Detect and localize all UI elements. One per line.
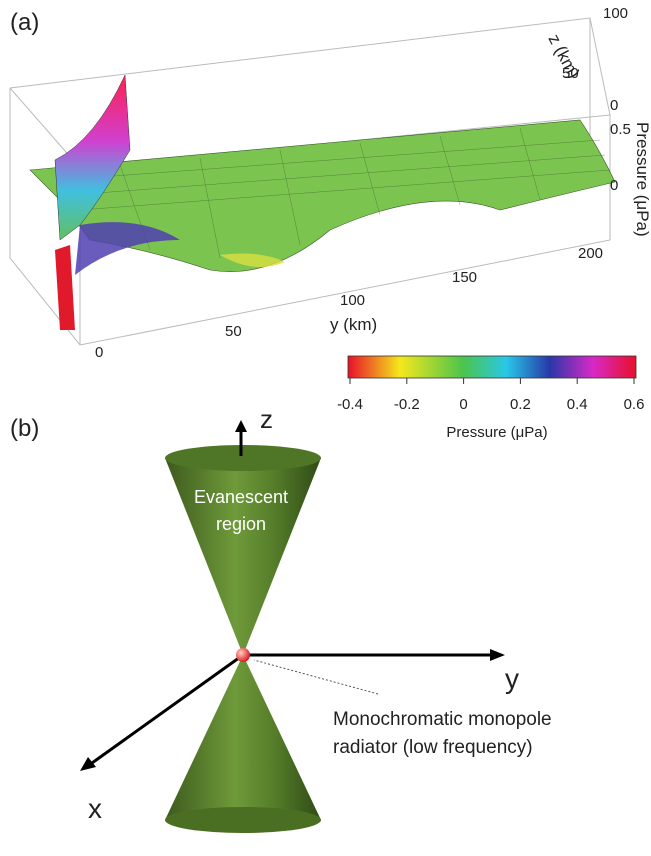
y-tick-label: 0 [95,344,103,361]
upper-cone [165,458,321,655]
surface [29,119,616,272]
source-label: radiator (low frequency) [333,737,533,758]
pointer-line [253,659,379,695]
y-axis-label: y (km) [330,315,377,334]
pressure-axis-label: Pressure (μPa) [633,122,651,237]
colorbar-tick-label: -0.4 [337,396,363,413]
colorbar-label: Pressure (μPa) [446,424,547,441]
colorbar-tick-label: 0.6 [624,396,645,413]
colorbar [347,355,637,379]
y-tick-label: 50 [225,323,242,340]
surface-spike [54,74,131,241]
x-axis-label: x [88,793,102,824]
pressure-tick-label: 0 [610,177,618,194]
source-label: Monochromatic monopole [333,709,552,730]
z-axis-label: z (km) [544,31,583,82]
colorbar-tick-label: 0 [459,396,467,413]
y-tick-label: 150 [452,269,477,286]
z-tick-label: 50 [562,65,579,82]
z-tick-label: 0 [610,97,618,114]
lower-cone-bottom [165,807,321,833]
source-sphere [236,648,250,662]
colorbar-tick-label: 0.4 [567,396,588,413]
surface-trough [75,222,180,275]
pressure-tick-label: 0.5 [610,121,631,138]
axes-arrows [80,420,505,771]
colorbar-tick-label: -0.2 [394,396,420,413]
surface-edge [55,245,75,330]
cone-label: region [216,514,266,534]
surface-patch [220,253,285,268]
y-tick-label: 200 [578,245,603,262]
z-axis-label: z [260,404,273,434]
panel-label: (b) [10,415,39,442]
y-tick-label: 100 [340,292,365,309]
upper-cone-top [165,445,321,471]
z-tick-label: 100 [603,5,628,22]
y-axis-label: y [505,663,519,694]
panel-label: (a) [10,9,39,36]
cone-label: Evanescent [194,487,288,507]
colorbar-tick-label: 0.2 [510,396,531,413]
lower-cone [165,655,321,820]
